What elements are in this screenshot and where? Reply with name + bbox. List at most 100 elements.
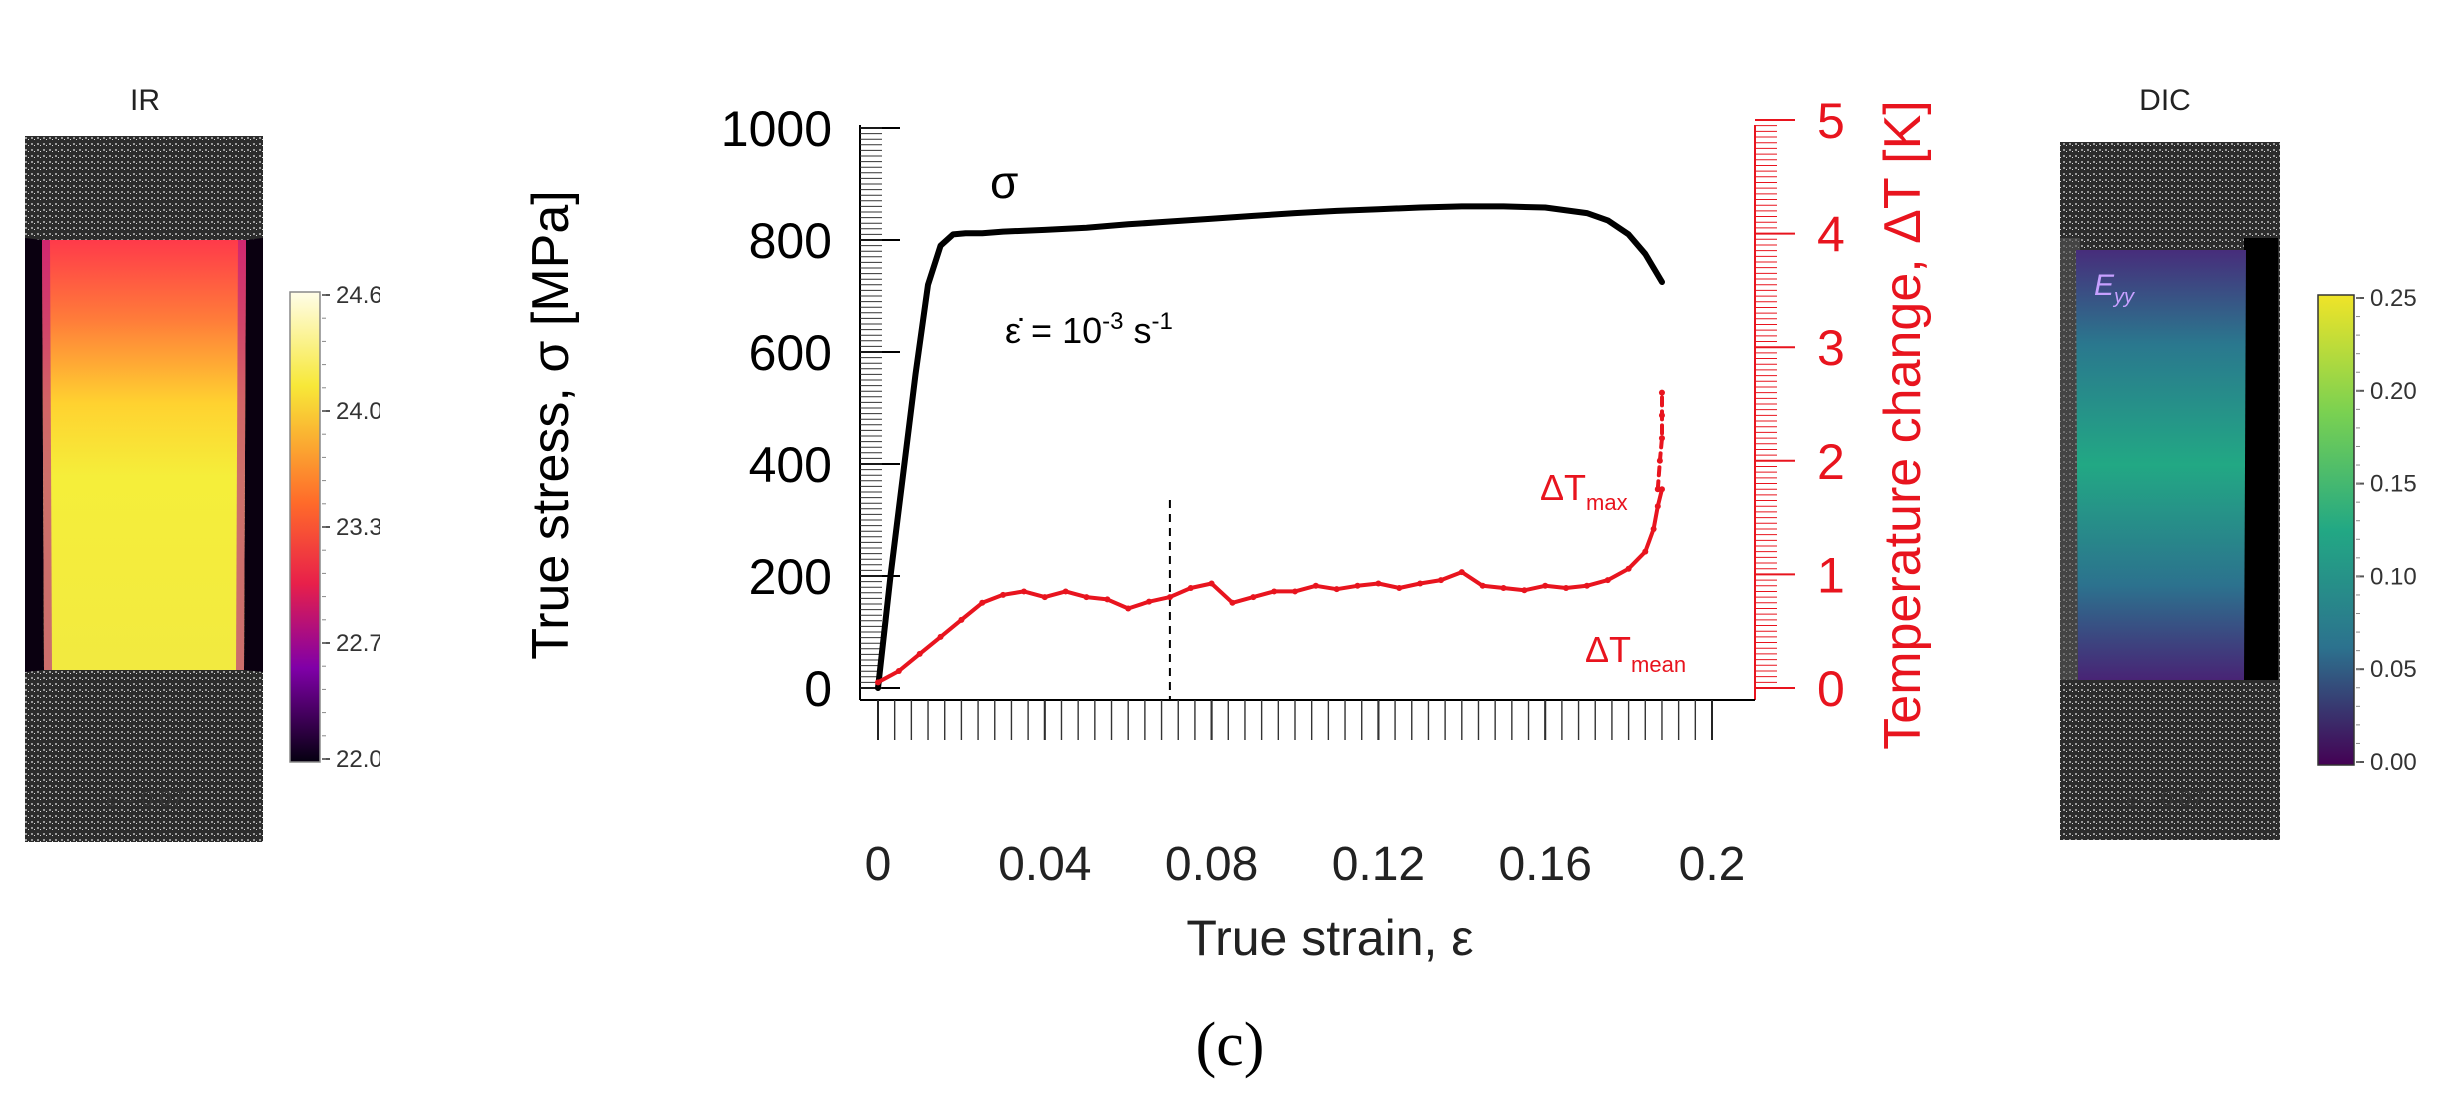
series-point [938,243,943,248]
series-point [1292,588,1298,595]
series-point [1146,598,1153,605]
series-point [1605,218,1610,223]
dic-title: DIC [2139,84,2191,117]
series-point [1458,569,1465,576]
series-point [1604,577,1611,584]
series-point [1376,207,1381,212]
ir-panel: IR 24.69 24.04 23.38 °C 22.73 22.08 ε = 0.07 [25,84,380,842]
series-point [1375,580,1382,587]
ir-colorbar-tick-label: 24.69 [336,282,380,309]
series-point [1312,582,1319,589]
dic-field-label: Eyy [2094,269,2135,308]
ir-colorbar-tick-label: 23.38 °C [336,514,380,541]
series-point [1062,588,1069,595]
series-point [1479,582,1486,589]
dic-colorbar-tick-label: 0.05 [2370,656,2417,683]
x-tick-label: 0 [865,838,892,891]
x-axis-title: True strain, ε [1186,910,1473,966]
series-point [980,231,985,236]
x-tick-label: 0.16 [1498,838,1591,891]
series-point [951,232,956,237]
ir-colorbar-tick-label: 24.04 [336,398,380,425]
y2-axis-ticks: 0 1 2 3 4 5 [1755,93,1845,717]
series-point [1333,586,1340,593]
series-point [1584,211,1589,216]
x-tick-label: 0.08 [1165,838,1258,891]
series-point [1334,208,1339,213]
y-axis-ticks: 0 200 400 600 800 1000 [721,101,900,717]
series-point [1437,577,1444,584]
series-point [1125,605,1132,612]
dic-strain-caption: ε = 0.07 [2126,786,2204,811]
series-point [1293,211,1297,216]
dt-max-annotation: ΔTmax [1540,467,1628,515]
series-point [1626,232,1631,237]
y-tick-label: 1000 [721,101,832,157]
series-point [895,667,902,674]
y-axis-title: True stress, σ [MPa] [522,190,580,659]
series-point [1658,389,1665,396]
series-point [1650,525,1657,532]
series-point [1229,599,1236,606]
y2-tick-label: 1 [1817,547,1845,603]
series-group [875,203,1665,700]
series-point [1625,565,1632,572]
series-point [1208,580,1215,587]
series-point [1250,594,1257,601]
dic-colorbar-tick-label: 0.00 [2370,749,2417,776]
y2-tick-label: 5 [1817,93,1845,149]
y-tick-label: 600 [749,325,832,381]
series-point [1658,412,1665,419]
series-point [1563,585,1570,592]
series-point [913,372,918,377]
dic-colorbar-tick-label: 0.15 [2370,471,2417,498]
series-point [1084,225,1089,230]
series-point [958,616,965,623]
series-point [888,574,893,578]
series-line- [875,203,1665,691]
series-point [1542,582,1549,589]
y-tick-label: 0 [804,661,832,717]
series-point [1418,205,1423,210]
series-point [926,282,931,287]
series-point [1501,204,1506,209]
series-point [1271,588,1278,595]
series-point [876,686,880,690]
series-point [875,679,881,686]
y-tick-label: 400 [749,437,832,493]
series-point [901,473,906,478]
y2-axis-title: Temperature change, ΔT [K] [1874,100,1932,749]
series-point [1654,486,1661,493]
y2-tick-label: 4 [1817,207,1845,263]
y2-tick-label: 2 [1817,434,1845,490]
series-point [1658,486,1665,493]
series-point [1167,219,1172,224]
stress-temperature-chart: 0 200 400 600 800 1000 0 1 2 3 4 5 0 0.04 0.08 0.12 0.… [522,93,1932,966]
dic-colorbar-tick-label: 0.25 [2370,285,2417,312]
x-tick-label: 0.04 [998,838,1091,891]
ir-colorbar-tick-label: 22.73 [336,630,380,657]
series-point [1209,216,1214,221]
dt-mean-annotation: ΔTmean [1585,629,1686,677]
strain-rate-annotation: ε̇ = 10-3 s-1 [1005,308,1173,351]
x-axis-ticks: 0 0.04 0.08 0.12 0.16 0.2 [865,700,1745,891]
series-point [1583,582,1590,589]
series-point [1642,548,1649,555]
y2-tick-label: 0 [1817,661,1845,717]
series-point [1659,280,1664,284]
series-point [1658,435,1665,442]
ir-colorbar-tick-label: 22.08 [336,746,380,773]
series-point [1656,457,1663,464]
sigma-annotation: σ [990,156,1018,208]
dic-colorbar [2317,294,2355,766]
y-tick-label: 800 [749,213,832,269]
ir-specimen-image [25,136,263,842]
x-tick-label: 0.12 [1332,838,1425,891]
series-point [1187,585,1194,592]
series-point [1251,213,1256,218]
dic-colorbar-tick-label: 0.20 [2370,378,2417,405]
y2-tick-label: 3 [1817,320,1845,376]
series-point [1001,229,1006,234]
dic-colorbar-ticks: 0.25 0.20 0.15 0.10 0.05 0.00 [2356,285,2417,776]
series-point [1166,594,1173,601]
